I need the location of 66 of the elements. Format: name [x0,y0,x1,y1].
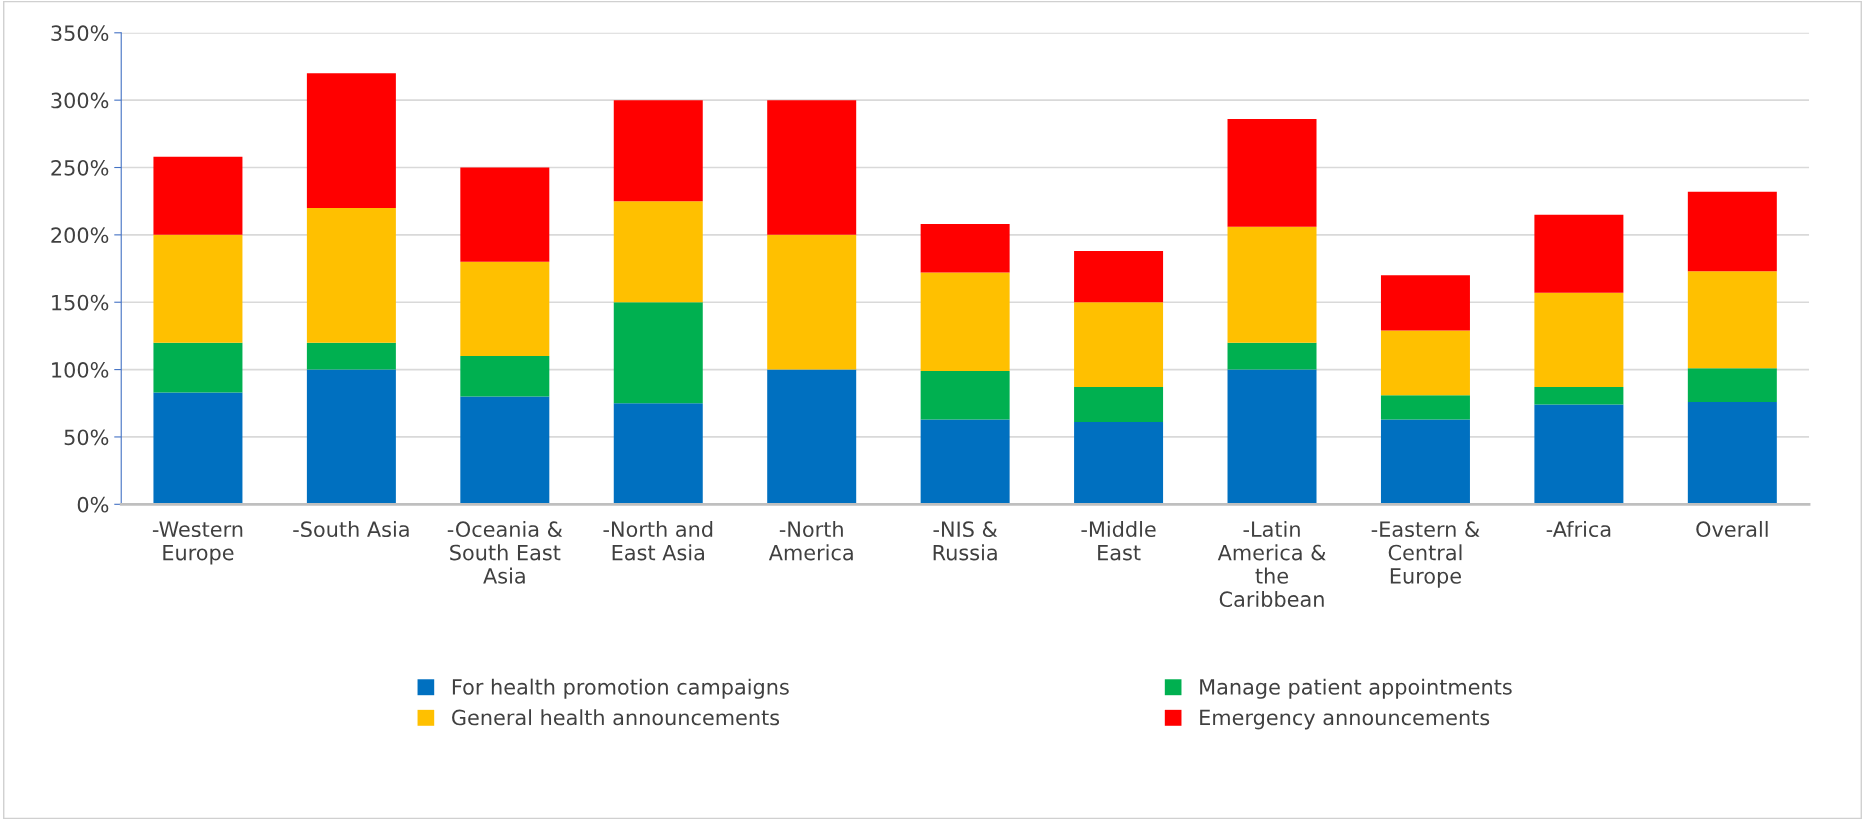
bar [1380,419,1470,505]
bar [1380,330,1470,396]
bar [306,369,396,505]
y-tick-label: 0% [77,496,109,513]
bar [1380,275,1470,331]
x-tick-label: -Middle East [1081,520,1156,561]
bar [1380,395,1470,420]
bar [460,261,550,357]
bar [767,369,857,505]
bar [920,419,1010,505]
x-tick-label: -South Asia [293,520,409,538]
bar [1534,387,1624,405]
bar [1534,214,1624,293]
x-tick-label: -NIS & Russia [933,521,998,561]
bar [460,167,550,262]
x-tick-label: -Africa [1546,520,1611,538]
bar [1687,191,1777,272]
legend-label: Emergency announcements [1200,709,1490,730]
bar [306,342,396,370]
legend-label: Manage patient appointments [1200,678,1512,699]
x-tick-label: -Latin America & the Caribbean [1217,520,1326,608]
y-tick-label: 200% [51,227,109,244]
x-tick-label: Overall [1696,520,1768,538]
bar [306,73,396,208]
y-tick-label: 350% [51,25,109,42]
bar [1534,404,1624,505]
bar [767,100,857,235]
bar [767,234,857,370]
y-tick-label: 300% [51,92,109,109]
bar [1227,119,1317,227]
y-tick-label: 100% [52,362,109,378]
bar [613,403,703,505]
x-tick-label: -North America [768,520,853,561]
bar [1687,368,1777,402]
bar [1227,369,1317,505]
bar [920,272,1010,371]
bar [153,156,243,235]
y-tick-label: 50% [64,429,109,446]
legend-label: General health announcements [452,709,780,726]
y-tick-label: 150% [52,294,109,311]
bar [1687,401,1777,505]
bar [460,396,550,505]
bar [1227,342,1317,370]
bar [1074,387,1164,423]
bar [613,201,703,303]
bar [460,356,550,397]
bar [613,302,703,404]
bar [920,370,1010,420]
bar [1074,422,1164,505]
bar [1534,292,1624,388]
bar [1687,271,1777,369]
legend-label: For health promotion campaigns [452,678,789,699]
x-tick-label: -Oceania & South East Asia [447,520,563,584]
y-tick-label: 250% [51,159,109,176]
bar [153,392,243,505]
bar [1227,226,1317,343]
bar [1074,302,1164,388]
x-tick-label: -Western Europe [152,521,243,565]
bar [1074,251,1164,303]
bar [920,224,1010,273]
bar [153,342,243,393]
x-tick-label: -Eastern & Central Europe [1371,521,1480,588]
x-tick-label: -North and East Asia [603,520,713,561]
bar [306,207,396,343]
bar [613,100,703,202]
bar [153,234,243,343]
